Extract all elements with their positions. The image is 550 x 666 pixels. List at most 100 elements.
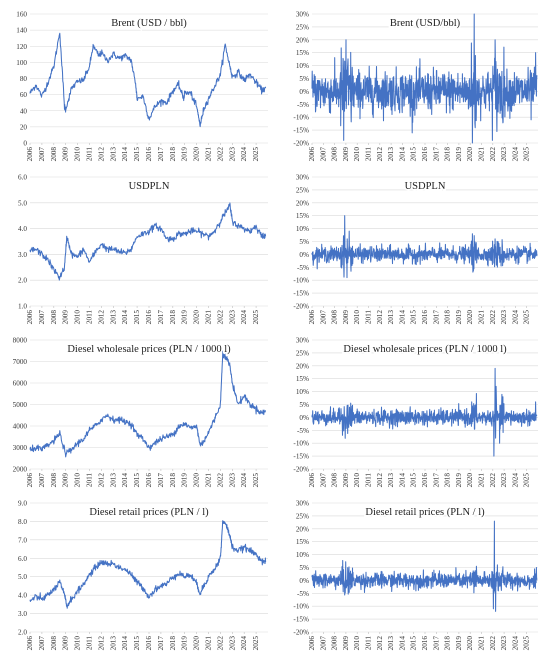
x-tick-label: 2017 xyxy=(157,636,165,651)
chart-title: Diesel retail prices (PLN / l) xyxy=(365,507,485,518)
x-tick-label: 2018 xyxy=(169,473,177,488)
y-tick-label: 4.0 xyxy=(18,225,27,233)
x-tick-label: 2014 xyxy=(121,310,129,325)
y-tick-label: 2.0 xyxy=(18,277,27,285)
x-tick-label: 2016 xyxy=(145,147,153,162)
chart-title: Diesel wholesale prices (PLN / 1000 l) xyxy=(67,344,231,355)
x-tick-label: 2018 xyxy=(444,473,452,488)
x-tick-label: 2016 xyxy=(145,636,153,651)
y-tick-label: -20% xyxy=(293,140,309,148)
x-tick-label: 2021 xyxy=(478,147,486,162)
y-tick-label: 7000 xyxy=(13,358,28,366)
x-tick-label: 2019 xyxy=(181,147,189,162)
y-tick-label: 15% xyxy=(296,49,309,57)
y-tick-label: 160 xyxy=(16,11,27,19)
y-tick-label: 7.0 xyxy=(18,536,27,544)
x-tick-label: 2025 xyxy=(523,310,531,325)
x-tick-label: 2020 xyxy=(193,473,201,488)
y-tick-label: 60 xyxy=(20,91,28,99)
chart-panel-7: 2.0 3.0 4.0 5.0 6.0 7.0 8.0 9.0 2006 2007 2008 2009… xyxy=(18,500,268,651)
x-tick-label: 2019 xyxy=(455,473,463,488)
y-tick-label: -15% xyxy=(293,290,309,298)
x-tick-label: 2020 xyxy=(193,636,201,651)
x-tick-label: 2014 xyxy=(121,636,129,651)
x-tick-label: 2020 xyxy=(193,147,201,162)
y-tick-label: 20 xyxy=(20,123,28,131)
x-tick-label: 2012 xyxy=(97,636,105,651)
y-tick-label: 2000 xyxy=(13,466,28,474)
y-tick-label: 30% xyxy=(296,337,309,345)
x-tick-label: 2013 xyxy=(387,147,395,162)
y-tick-label: 20% xyxy=(296,199,309,207)
x-tick-label: 2014 xyxy=(121,473,129,488)
y-tick-label: 80 xyxy=(20,75,28,83)
x-tick-label: 2017 xyxy=(432,310,440,325)
x-tick-label: 2006 xyxy=(26,147,34,162)
x-tick-label: 2009 xyxy=(62,473,70,488)
x-tick-label: 2007 xyxy=(319,310,327,325)
x-tick-label: 2022 xyxy=(489,310,497,325)
x-tick-label: 2022 xyxy=(216,310,224,325)
x-tick-label: 2019 xyxy=(181,310,189,325)
y-tick-label: 10% xyxy=(296,225,309,233)
price-series-line xyxy=(29,520,267,609)
chart-title: Diesel wholesale prices (PLN / 1000 l) xyxy=(343,344,507,355)
x-tick-label: 2012 xyxy=(97,147,105,162)
y-tick-label: -10% xyxy=(293,603,309,611)
x-tick-label: 2007 xyxy=(319,473,327,488)
y-tick-label: 8000 xyxy=(13,337,28,345)
x-tick-label: 2022 xyxy=(489,636,497,651)
x-tick-label: 2015 xyxy=(133,636,141,651)
x-tick-label: 2021 xyxy=(205,636,213,651)
x-tick-label: 2009 xyxy=(342,473,350,488)
x-tick-label: 2008 xyxy=(50,147,58,162)
x-tick-label: 2020 xyxy=(466,636,474,651)
x-tick-label: 2009 xyxy=(342,636,350,651)
x-tick-label: 2009 xyxy=(62,310,70,325)
x-tick-label: 2014 xyxy=(398,473,406,488)
x-tick-label: 2021 xyxy=(478,473,486,488)
y-tick-label: 15% xyxy=(296,375,309,383)
x-tick-label: 2021 xyxy=(205,147,213,162)
x-tick-label: 2023 xyxy=(228,147,236,162)
x-tick-label: 2020 xyxy=(466,473,474,488)
x-tick-label: 2018 xyxy=(169,310,177,325)
x-tick-label: 2012 xyxy=(97,473,105,488)
x-tick-label: 2013 xyxy=(387,310,395,325)
x-tick-label: 2014 xyxy=(398,636,406,651)
x-tick-label: 2009 xyxy=(342,147,350,162)
returns-series-line xyxy=(311,367,538,457)
x-tick-label: 2024 xyxy=(240,147,248,162)
y-tick-label: 5.0 xyxy=(18,573,27,581)
x-tick-label: 2022 xyxy=(216,636,224,651)
x-tick-label: 2018 xyxy=(444,310,452,325)
y-tick-label: 3.0 xyxy=(18,610,27,618)
y-tick-label: -20% xyxy=(293,629,309,637)
x-tick-label: 2023 xyxy=(500,310,508,325)
y-tick-label: 1.0 xyxy=(18,303,27,311)
x-tick-label: 2009 xyxy=(62,147,70,162)
x-tick-label: 2013 xyxy=(109,310,117,325)
y-tick-label: -15% xyxy=(293,127,309,135)
x-tick-label: 2017 xyxy=(432,473,440,488)
x-tick-label: 2019 xyxy=(455,310,463,325)
x-tick-label: 2023 xyxy=(500,636,508,651)
x-tick-label: 2025 xyxy=(523,147,531,162)
y-tick-label: 3.0 xyxy=(18,251,27,259)
x-tick-label: 2019 xyxy=(181,636,189,651)
x-tick-label: 2014 xyxy=(121,147,129,162)
x-tick-label: 2008 xyxy=(50,473,58,488)
x-tick-label: 2007 xyxy=(319,147,327,162)
x-tick-label: 2018 xyxy=(444,147,452,162)
y-tick-label: 5000 xyxy=(13,401,28,409)
y-tick-label: 25% xyxy=(296,23,309,31)
x-tick-label: 2016 xyxy=(421,147,429,162)
x-tick-label: 2015 xyxy=(133,473,141,488)
x-tick-label: 2010 xyxy=(74,310,82,325)
y-tick-label: -10% xyxy=(293,114,309,122)
y-tick-label: 6.0 xyxy=(18,555,27,563)
x-tick-label: 2020 xyxy=(466,147,474,162)
y-tick-label: 20% xyxy=(296,525,309,533)
x-tick-label: 2024 xyxy=(240,636,248,651)
x-tick-label: 2007 xyxy=(38,147,46,162)
